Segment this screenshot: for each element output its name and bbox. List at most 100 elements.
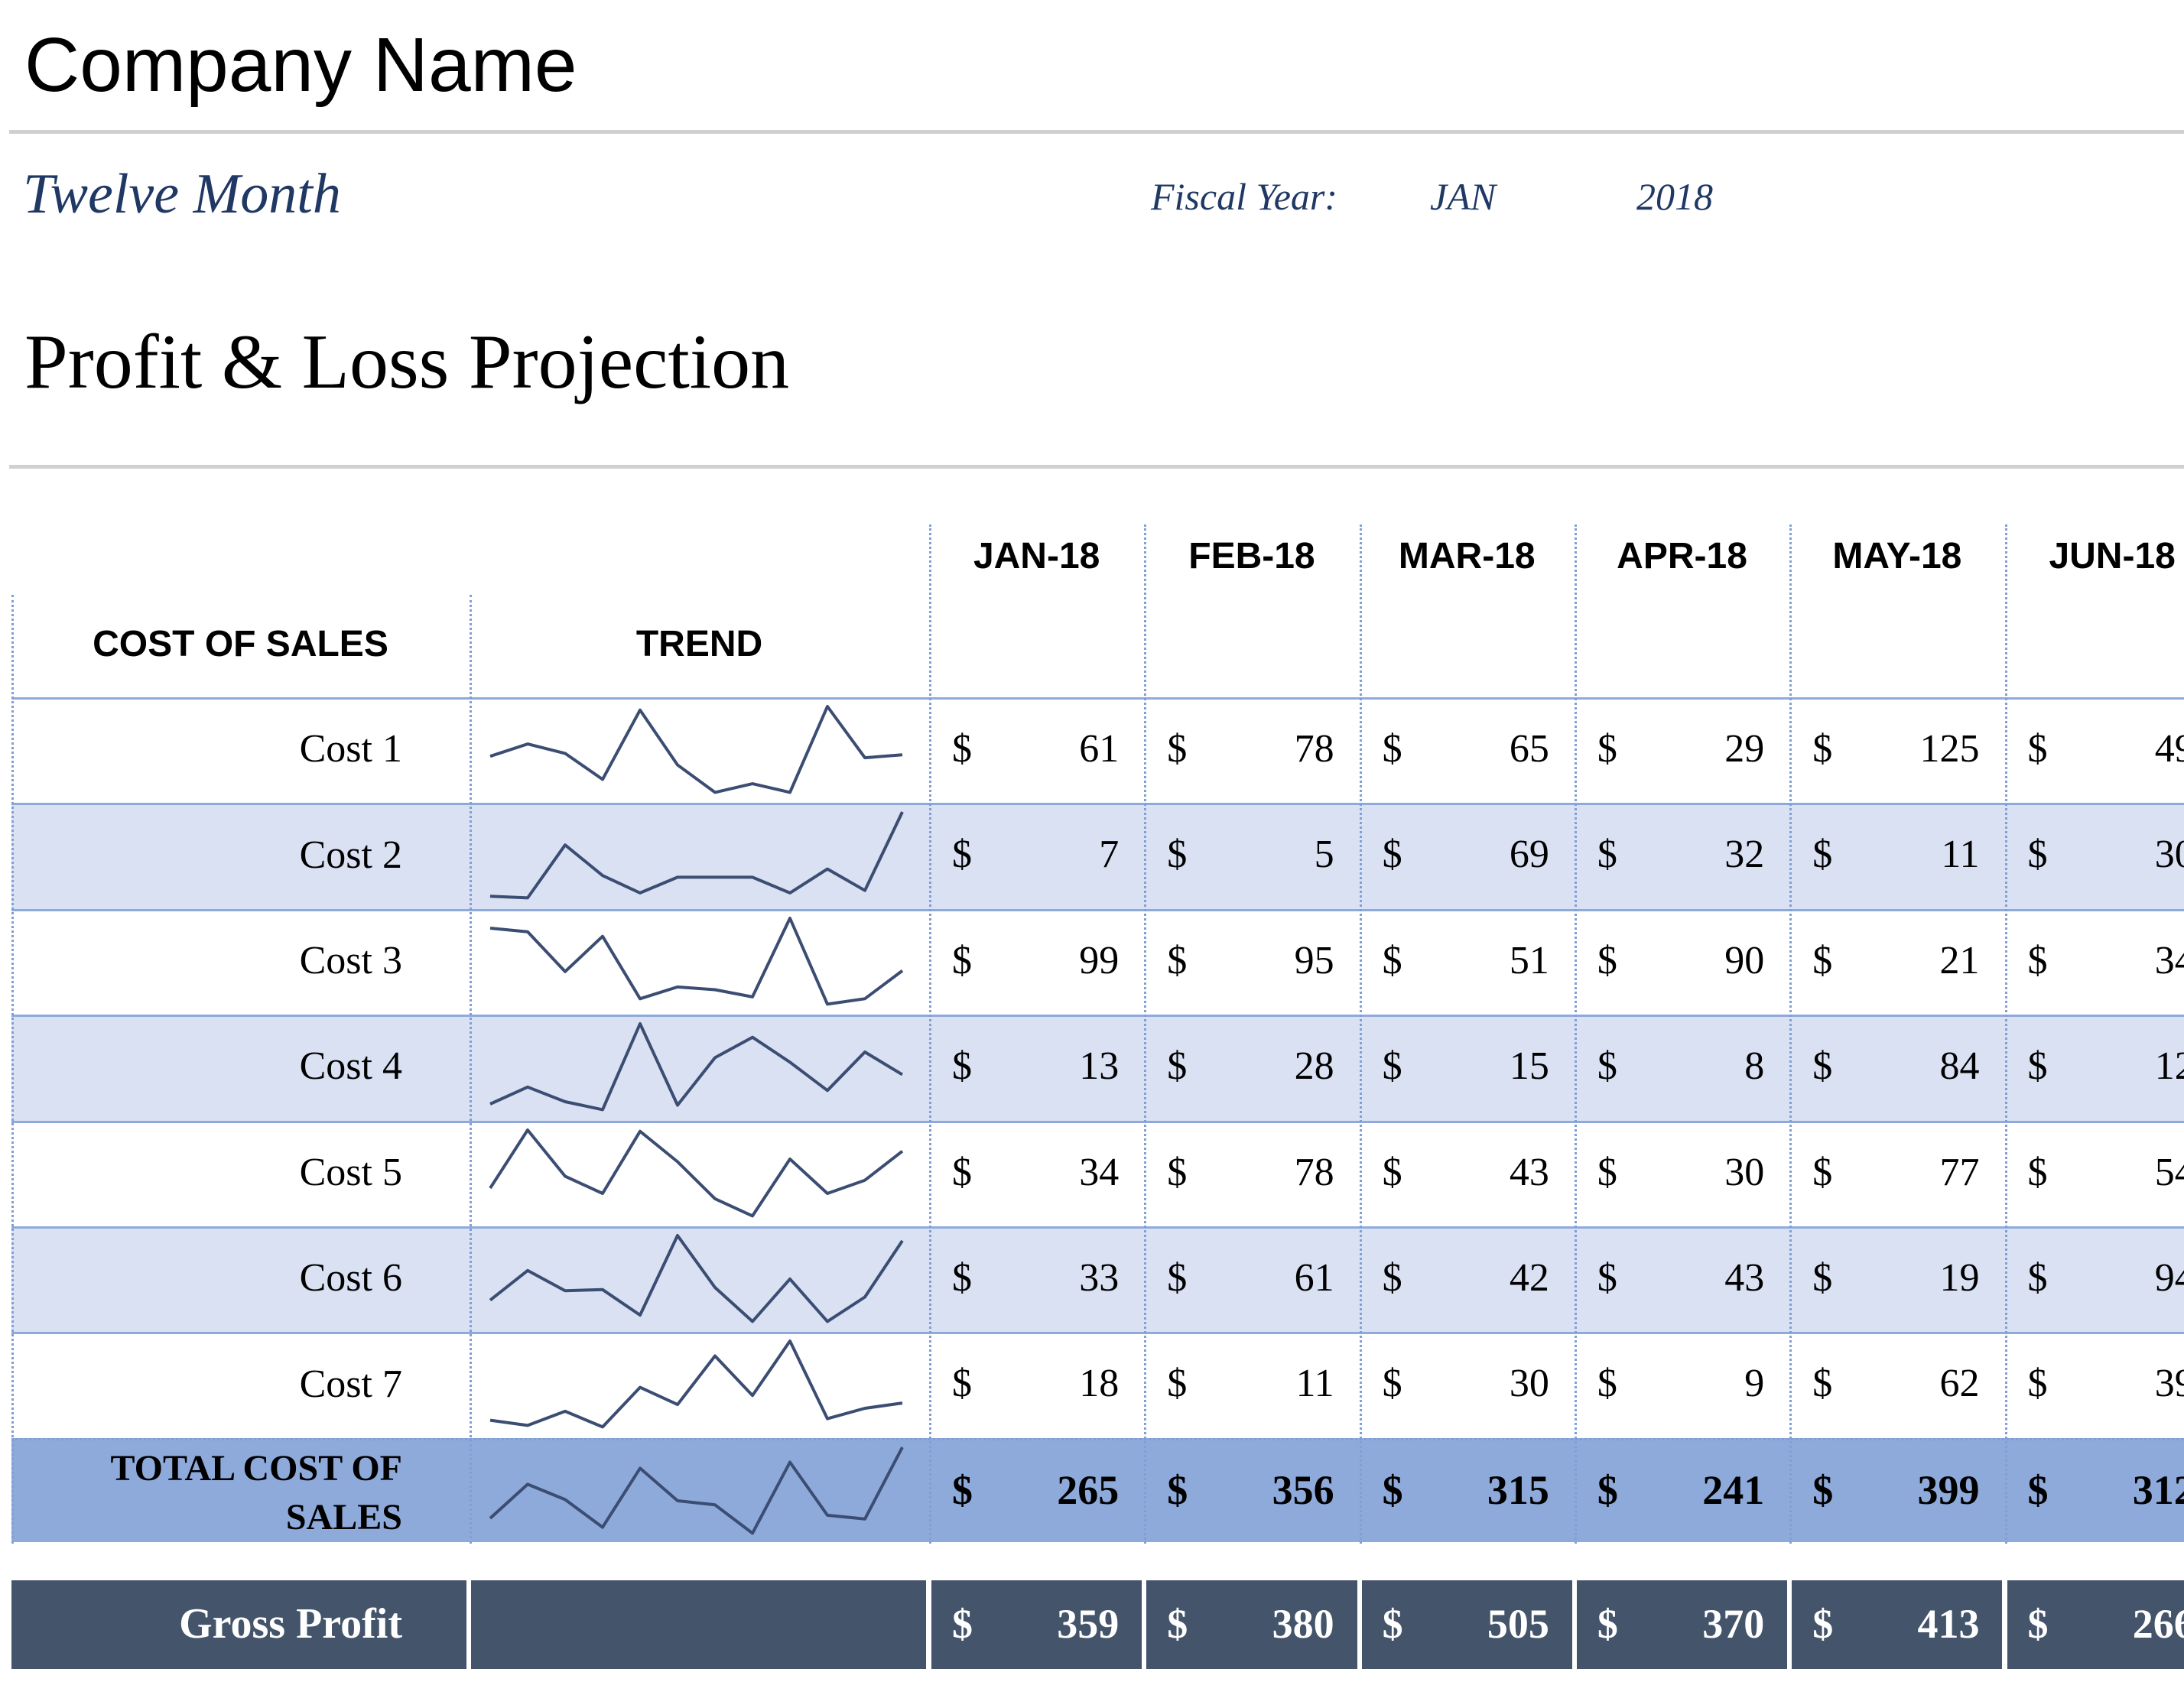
currency-symbol: $ (952, 1600, 973, 1647)
currency-symbol: $ (1167, 1466, 1188, 1513)
row-label: Cost 4 (299, 1044, 402, 1089)
value-cell: 11 (1295, 1362, 1334, 1406)
currency-symbol: $ (2027, 1150, 2048, 1194)
row-label: Cost 2 (299, 833, 402, 877)
row-background (11, 697, 2184, 804)
sparkline (489, 1446, 904, 1535)
currency-symbol: $ (2027, 727, 2048, 771)
currency-symbol: $ (1812, 1150, 1833, 1194)
value-cell: 30 (2154, 833, 2184, 877)
value-cell: 265 (1057, 1466, 1120, 1513)
currency-symbol: $ (1167, 938, 1188, 982)
row-label: Cost 6 (299, 1256, 402, 1300)
currency-symbol: $ (1812, 1600, 1834, 1647)
value-cell: 51 (1509, 938, 1549, 982)
value-cell: 62 (1939, 1362, 1980, 1406)
row-background (11, 803, 2184, 909)
value-cell: 505 (1487, 1600, 1549, 1647)
currency-symbol: $ (1167, 727, 1188, 771)
currency-symbol: $ (1597, 727, 1617, 771)
currency-symbol: $ (1597, 1150, 1617, 1194)
fiscal-year-label: Fiscal Year: (1151, 175, 1337, 218)
currency-symbol: $ (1597, 1600, 1618, 1647)
month-header: FEB-18 (1188, 536, 1315, 576)
gross-profit-cell (471, 1580, 926, 1670)
currency-symbol: $ (952, 1044, 972, 1089)
value-cell: 8 (1744, 1044, 1765, 1089)
value-cell: 94 (2154, 1256, 2184, 1300)
sparkline-chart (489, 1022, 904, 1112)
column-divider (11, 595, 14, 1544)
value-cell: 370 (1702, 1600, 1765, 1647)
value-cell: 312 (2132, 1466, 2184, 1513)
currency-symbol: $ (952, 727, 972, 771)
sparkline (489, 1339, 903, 1429)
currency-symbol: $ (1597, 938, 1617, 982)
gross-profit-cell (1576, 1580, 1788, 1670)
sparkline (489, 811, 904, 900)
value-cell: 11 (1941, 833, 1980, 877)
currency-symbol: $ (1812, 1256, 1833, 1300)
sparkline-chart (489, 811, 904, 900)
currency-symbol: $ (2027, 1466, 2049, 1513)
value-cell: 30 (1509, 1362, 1549, 1406)
value-cell: 95 (1294, 938, 1334, 982)
value-cell: 125 (1919, 727, 1980, 771)
fiscal-month: JAN (1430, 175, 1497, 218)
column-divider (1359, 524, 1362, 1544)
sparkline-chart (489, 705, 903, 794)
value-cell: 12 (2154, 1044, 2184, 1089)
value-cell: 241 (1702, 1466, 1765, 1513)
currency-symbol: $ (2027, 1256, 2048, 1300)
value-cell: 380 (1272, 1600, 1334, 1647)
month-header: JUN-18 (2049, 536, 2176, 576)
gross-profit-label: Gross Profit (179, 1600, 402, 1648)
row-label: Cost 7 (299, 1362, 402, 1406)
currency-symbol: $ (1167, 833, 1188, 877)
column-divider (1144, 524, 1147, 1544)
row-label: Cost 3 (299, 939, 402, 982)
value-cell: 413 (1917, 1600, 1980, 1647)
column-divider (1574, 524, 1577, 1544)
row-background (11, 1226, 2184, 1333)
value-cell: 78 (1294, 1150, 1334, 1194)
column-divider (470, 595, 472, 1544)
currency-symbol: $ (1812, 938, 1833, 982)
sparkline-chart (489, 1128, 904, 1217)
sparkline-chart (489, 1234, 904, 1323)
currency-symbol: $ (1812, 1466, 1834, 1513)
currency-symbol: $ (952, 938, 972, 982)
sparkline (489, 916, 904, 1006)
column-divider (2004, 524, 2007, 1544)
currency-symbol: $ (1812, 1362, 1833, 1406)
value-cell: 42 (1509, 1256, 1549, 1300)
value-cell: 9 (1744, 1362, 1765, 1406)
value-cell: 61 (1294, 1256, 1334, 1300)
month-header: APR-18 (1617, 536, 1747, 576)
value-cell: 78 (1294, 727, 1334, 771)
currency-symbol: $ (1597, 1256, 1617, 1300)
currency-symbol: $ (952, 833, 972, 877)
currency-symbol: $ (1597, 1044, 1617, 1089)
currency-symbol: $ (952, 1256, 972, 1300)
total-row-background (11, 1437, 2184, 1543)
currency-symbol: $ (1382, 1150, 1402, 1194)
currency-symbol: $ (1382, 1256, 1402, 1300)
currency-symbol: $ (1812, 727, 1833, 771)
currency-symbol: $ (2027, 938, 2048, 982)
currency-symbol: $ (952, 1150, 972, 1194)
value-cell: 65 (1509, 727, 1549, 771)
currency-symbol: $ (2027, 1044, 2048, 1089)
value-cell: 54 (2154, 1150, 2184, 1194)
value-cell: 49 (2154, 727, 2184, 771)
currency-symbol: $ (1382, 1466, 1403, 1513)
gross-profit-cell (1146, 1580, 1357, 1670)
gross-profit-cell (1792, 1580, 2003, 1670)
value-cell: 43 (1724, 1256, 1765, 1300)
currency-symbol: $ (1382, 1362, 1402, 1406)
value-cell: 69 (1509, 833, 1549, 877)
value-cell: 19 (1939, 1256, 1980, 1300)
column-divider (1789, 524, 1792, 1544)
value-cell: 39 (2154, 1362, 2184, 1406)
currency-symbol: $ (1597, 1362, 1617, 1406)
